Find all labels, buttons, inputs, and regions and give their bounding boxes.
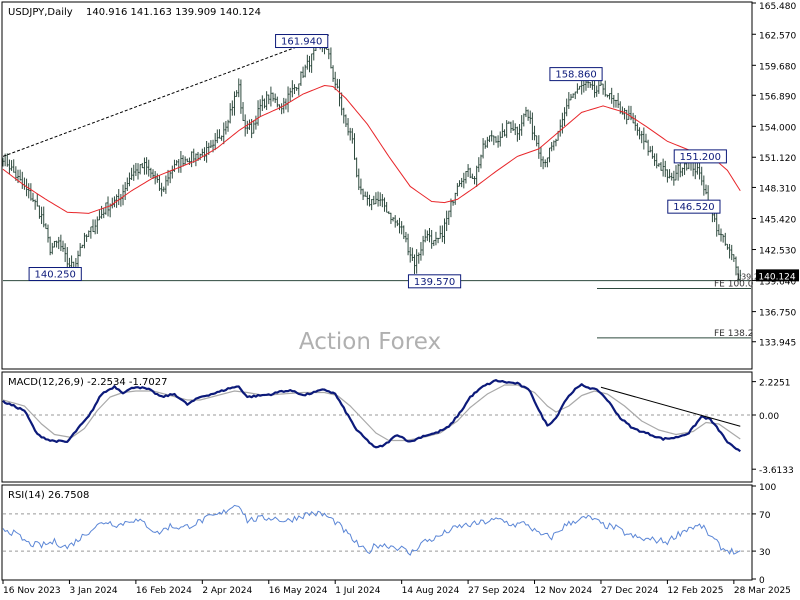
price-label-box: [673, 149, 727, 164]
price-label-box: [667, 199, 721, 214]
x-tick-label: 1 Jul 2024: [335, 586, 380, 596]
price-label-text: 161.940: [281, 37, 322, 48]
rsi-line: [2, 504, 741, 556]
price-y-tick-label: 165.480: [759, 2, 796, 12]
price-label-text: 139.570: [414, 277, 455, 288]
x-tick-label: 16 May 2024: [269, 586, 328, 596]
rsi-y-tick-label: 100: [759, 483, 776, 493]
price-y-tick-label: 133.945: [759, 339, 796, 349]
x-tick-label: 27 Sep 2024: [468, 586, 525, 596]
macd-y-tick-label: 0.00: [759, 412, 779, 422]
price-y-tick-label: 139.640: [759, 278, 796, 288]
price-y-tick-label: 154.000: [759, 123, 796, 133]
price-label-box: [275, 34, 329, 49]
price-ohlc: 140.916 141.163 139.909 140.124: [86, 7, 261, 18]
macd-title: MACD(12,26,9) -2.2534 -1.7027: [8, 377, 168, 388]
moving-average-line: [2, 84, 741, 214]
fe-level-label: FE 100.0: [714, 280, 754, 290]
macd-line: [2, 379, 741, 453]
price-y-tick-label: 156.890: [759, 92, 796, 102]
x-tick-label: 2 Apr 2024: [202, 586, 252, 596]
price-layer: FE 100.0 FE 138.2 139.2 161.940 158.860 151.2…: [2, 34, 759, 339]
x-tick-label: 12 Feb 2025: [667, 586, 723, 596]
price-y-tick-label: 145.420: [759, 215, 796, 225]
macd-trendline: [600, 386, 741, 427]
rsi-y-tick-label: 70: [759, 511, 771, 521]
price-label-text: 158.860: [555, 70, 596, 81]
price-label-box: [549, 67, 603, 82]
price-title: USDJPY,Daily: [8, 7, 73, 18]
macd-layer: [2, 379, 751, 453]
rsi-layer: [2, 504, 751, 556]
rsi-title: RSI(14) 26.7508: [8, 490, 89, 501]
fe-level-label: FE 138.2: [714, 329, 754, 339]
price-label-box: [407, 274, 462, 289]
current-price-text: 140.124: [758, 272, 795, 282]
price-y-tick-label: 136.750: [759, 309, 796, 319]
price-label-text: 151.200: [680, 152, 721, 163]
x-tick-label: 14 Aug 2024: [402, 586, 460, 596]
price-y-tick-label: 151.120: [759, 154, 796, 164]
price-y-tick-label: 148.310: [759, 184, 796, 194]
x-tick-label: 16 Feb 2024: [136, 586, 192, 596]
price-y-tick-label: 159.680: [759, 62, 796, 72]
current-price-tag: [756, 269, 799, 282]
price-label-text: 146.520: [673, 202, 714, 213]
macd-panel-frame: [1, 371, 753, 483]
x-tick-label: 12 Nov 2024: [535, 586, 593, 596]
x-tick-label: 27 Dec 2024: [601, 586, 659, 596]
price-label-text: 140.250: [35, 270, 76, 281]
rsi-y-tick-label: 30: [759, 548, 771, 558]
watermark: Action Forex: [299, 329, 441, 355]
price-y-tick-label: 142.530: [759, 247, 796, 257]
macd-y-tick-label: -3.6133: [759, 466, 794, 476]
price-panel-frame: [1, 1, 753, 370]
price-label-box: [28, 267, 82, 282]
x-tick-label: 3 Jan 2024: [69, 586, 117, 596]
rsi-y-tick-label: 0: [759, 576, 765, 586]
macd-y-tick-label: 2.2251: [759, 379, 791, 389]
x-tick-label: 16 Nov 2023: [3, 586, 61, 596]
price-trendline: [2, 34, 329, 157]
edge-level-label: 139.2: [736, 273, 759, 282]
rsi-panel-frame: [1, 484, 753, 581]
x-tick-label: 28 Mar 2025: [734, 586, 791, 596]
price-y-tick-label: 162.570: [759, 31, 796, 41]
